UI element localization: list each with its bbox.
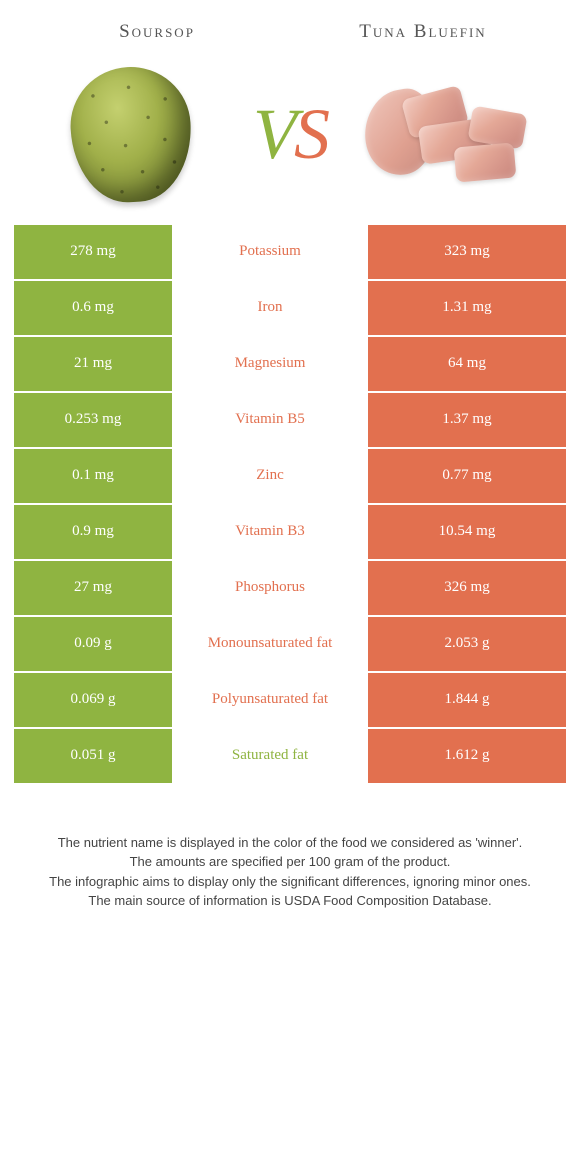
table-row: 0.09 gMonounsaturated fat2.053 g	[14, 617, 566, 671]
vs-s: S	[294, 94, 327, 174]
left-value: 0.253 mg	[14, 393, 172, 447]
nutrient-label: Iron	[172, 281, 368, 335]
food-left-image	[20, 65, 241, 205]
nutrient-label: Vitamin B5	[172, 393, 368, 447]
nutrient-label: Monounsaturated fat	[172, 617, 368, 671]
right-value: 1.37 mg	[368, 393, 566, 447]
table-row: 278 mgPotassium323 mg	[14, 225, 566, 279]
vs-label: VS	[249, 93, 331, 176]
right-value: 323 mg	[368, 225, 566, 279]
left-value: 27 mg	[14, 561, 172, 615]
nutrient-label: Polyunsaturated fat	[172, 673, 368, 727]
vs-v: V	[253, 94, 294, 174]
footer-notes: The nutrient name is displayed in the co…	[0, 785, 580, 951]
right-value: 2.053 g	[368, 617, 566, 671]
left-value: 0.051 g	[14, 729, 172, 783]
hero-row: VS	[0, 53, 580, 225]
table-row: 0.9 mgVitamin B310.54 mg	[14, 505, 566, 559]
left-value: 0.1 mg	[14, 449, 172, 503]
table-row: 0.069 gPolyunsaturated fat1.844 g	[14, 673, 566, 727]
table-row: 0.051 gSaturated fat1.612 g	[14, 729, 566, 783]
right-value: 1.31 mg	[368, 281, 566, 335]
left-value: 21 mg	[14, 337, 172, 391]
right-value: 1.612 g	[368, 729, 566, 783]
right-value: 1.844 g	[368, 673, 566, 727]
title-row: Soursop Tuna Bluefin	[0, 0, 580, 53]
infographic: Soursop Tuna Bluefin VS 278 mgPotassium3…	[0, 0, 580, 951]
left-value: 0.9 mg	[14, 505, 172, 559]
nutrient-table: 278 mgPotassium323 mg0.6 mgIron1.31 mg21…	[0, 225, 580, 783]
right-value: 326 mg	[368, 561, 566, 615]
food-left-title: Soursop	[24, 20, 290, 45]
left-value: 0.069 g	[14, 673, 172, 727]
food-right-title: Tuna Bluefin	[290, 20, 556, 45]
footer-line: The amounts are specified per 100 gram o…	[26, 852, 554, 872]
soursop-icon	[67, 64, 194, 205]
nutrient-label: Phosphorus	[172, 561, 368, 615]
table-row: 0.6 mgIron1.31 mg	[14, 281, 566, 335]
tuna-icon	[365, 80, 535, 190]
nutrient-label: Magnesium	[172, 337, 368, 391]
food-right-image	[339, 65, 560, 205]
nutrient-label: Saturated fat	[172, 729, 368, 783]
table-row: 27 mgPhosphorus326 mg	[14, 561, 566, 615]
left-value: 0.6 mg	[14, 281, 172, 335]
nutrient-label: Zinc	[172, 449, 368, 503]
footer-line: The infographic aims to display only the…	[26, 872, 554, 892]
left-value: 278 mg	[14, 225, 172, 279]
right-value: 0.77 mg	[368, 449, 566, 503]
table-row: 0.253 mgVitamin B51.37 mg	[14, 393, 566, 447]
left-value: 0.09 g	[14, 617, 172, 671]
nutrient-label: Vitamin B3	[172, 505, 368, 559]
footer-line: The nutrient name is displayed in the co…	[26, 833, 554, 853]
nutrient-label: Potassium	[172, 225, 368, 279]
footer-line: The main source of information is USDA F…	[26, 891, 554, 911]
right-value: 64 mg	[368, 337, 566, 391]
table-row: 21 mgMagnesium64 mg	[14, 337, 566, 391]
table-row: 0.1 mgZinc0.77 mg	[14, 449, 566, 503]
right-value: 10.54 mg	[368, 505, 566, 559]
